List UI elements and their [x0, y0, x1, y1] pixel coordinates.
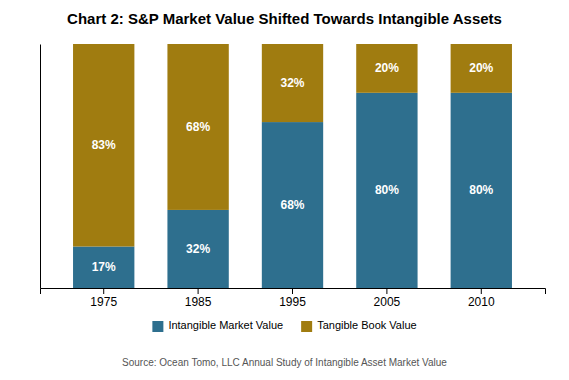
- x-tick-label: 2005: [374, 295, 401, 309]
- x-tick-label: 1975: [90, 295, 117, 309]
- x-tick-mark: [198, 288, 199, 294]
- bar: [356, 93, 417, 288]
- legend: Intangible Market Value Tangible Book Val…: [152, 319, 416, 332]
- plot: 17%32%68%80%80%83%68%32%20%20%1975198519…: [41, 44, 546, 309]
- legend-swatch: [152, 321, 163, 332]
- x-tick: 1975: [90, 288, 117, 309]
- data-labels: 17% 32% 68% 80% 80% 83% 68% 32% 20% 20%: [92, 61, 494, 274]
- x-tick-mark: [386, 288, 387, 294]
- y-axis-line: [40, 45, 41, 289]
- bar: [167, 210, 228, 288]
- x-tick: 2005: [374, 288, 401, 309]
- data-label: 68%: [186, 120, 210, 134]
- x-tick-label: 1995: [279, 295, 306, 309]
- bar: [451, 93, 512, 288]
- title: Chart 2: S&P Market Value Shifted Toward…: [67, 10, 502, 27]
- bar: [262, 122, 323, 288]
- data-label: 80%: [375, 183, 399, 197]
- chart: Chart 2: S&P Market Value Shifted Toward…: [0, 0, 569, 380]
- data-label: 17%: [92, 260, 116, 274]
- bars: [73, 44, 512, 288]
- legend-item: Intangible Market Value: [152, 319, 283, 332]
- bar: [73, 247, 134, 288]
- annotation: Source: Ocean Tomo, LLC Annual Study of …: [122, 357, 447, 368]
- data-label: 20%: [469, 61, 493, 75]
- data-label: 68%: [280, 198, 304, 212]
- series: [73, 44, 512, 247]
- legend-swatch: [301, 321, 312, 332]
- x-tick-mark: [103, 288, 104, 294]
- bar: [73, 44, 134, 247]
- bar: [451, 44, 512, 93]
- bar: [167, 44, 228, 210]
- legend-label: Intangible Market Value: [168, 319, 283, 331]
- bar: [356, 44, 417, 93]
- x-tick: 1995: [279, 288, 306, 309]
- data-label: 32%: [280, 76, 304, 90]
- data-label: 32%: [186, 242, 210, 256]
- data-label: 80%: [469, 183, 493, 197]
- data-label: 20%: [375, 61, 399, 75]
- legend-item: Tangible Book Value: [301, 319, 416, 332]
- x-tick: 1985: [185, 288, 212, 309]
- x-tick: 2010: [468, 288, 495, 309]
- x-tick-label: 2010: [468, 295, 495, 309]
- x-tick-mark: [481, 288, 482, 294]
- bar: [262, 44, 323, 122]
- x-axis: 1975 1985 1995 2005 2010: [41, 288, 546, 309]
- legend-label: Tangible Book Value: [317, 319, 416, 331]
- x-tick-label: 1985: [185, 295, 212, 309]
- data-label: 83%: [92, 138, 116, 152]
- x-axis-line: [41, 289, 546, 295]
- x-tick-mark: [292, 288, 293, 294]
- y-axis: [40, 45, 41, 289]
